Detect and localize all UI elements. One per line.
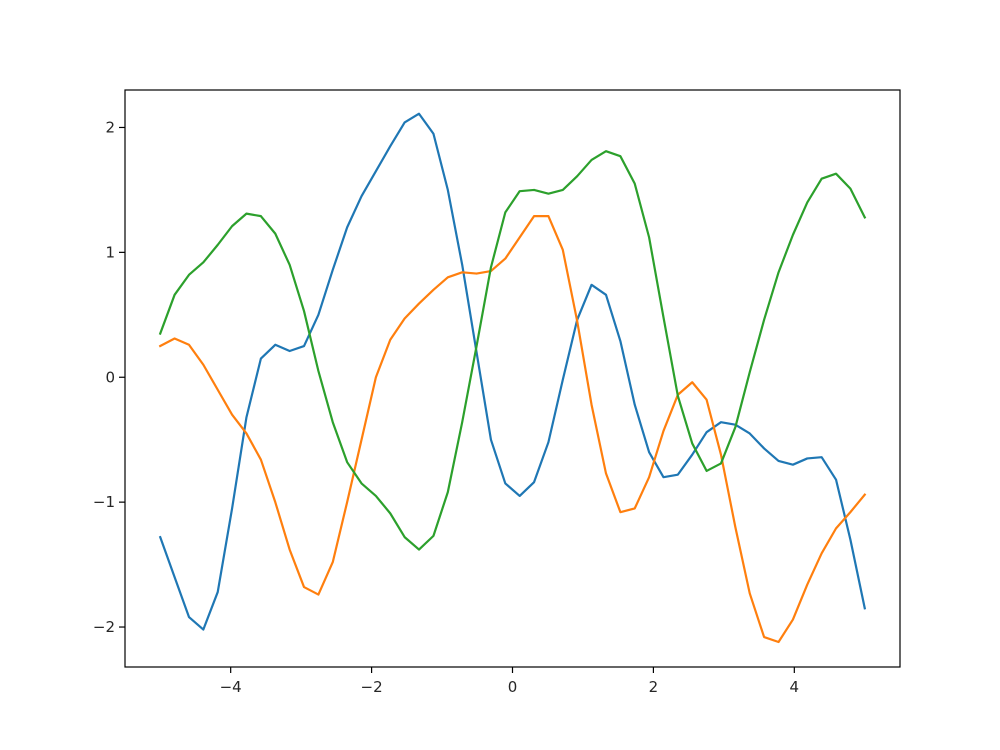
- series-line-2: [158, 215, 867, 644]
- series-line-3: [158, 150, 867, 551]
- y-tick-label: 0: [105, 368, 115, 386]
- y-tick-label: −2: [93, 618, 115, 636]
- x-tick-label: 0: [508, 678, 518, 696]
- y-axis: −2 −1 0 1 2: [93, 118, 125, 636]
- x-tick-label: −2: [361, 678, 383, 696]
- axes-frame: [124, 89, 901, 668]
- y-tick-label: 1: [105, 243, 115, 261]
- series-layer: [158, 112, 867, 644]
- x-tick-label: 4: [790, 678, 800, 696]
- x-tick-label: −4: [220, 678, 242, 696]
- x-tick-label: 2: [649, 678, 659, 696]
- x-axis: −4 −2 0 2 4: [220, 667, 799, 696]
- series-line-1: [158, 112, 867, 631]
- y-tick-label: −1: [93, 493, 115, 511]
- y-tick-label: 2: [105, 118, 115, 136]
